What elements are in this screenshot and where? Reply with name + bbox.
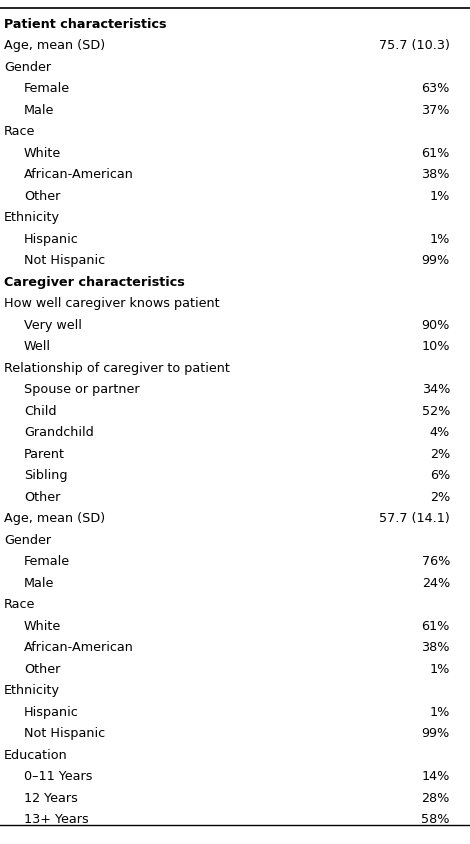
Text: 58%: 58% xyxy=(422,813,450,826)
Text: 52%: 52% xyxy=(422,404,450,418)
Text: 37%: 37% xyxy=(422,104,450,116)
Text: Female: Female xyxy=(24,82,70,95)
Text: 13+ Years: 13+ Years xyxy=(24,813,89,826)
Text: Race: Race xyxy=(4,598,35,611)
Text: Relationship of caregiver to patient: Relationship of caregiver to patient xyxy=(4,361,230,375)
Text: Parent: Parent xyxy=(24,447,65,461)
Text: Gender: Gender xyxy=(4,533,51,547)
Text: 4%: 4% xyxy=(430,426,450,439)
Text: Hispanic: Hispanic xyxy=(24,706,79,718)
Text: 2%: 2% xyxy=(430,490,450,504)
Text: Grandchild: Grandchild xyxy=(24,426,94,439)
Text: 1%: 1% xyxy=(430,190,450,203)
Text: 38%: 38% xyxy=(422,168,450,181)
Text: 90%: 90% xyxy=(422,319,450,332)
Text: 61%: 61% xyxy=(422,619,450,633)
Text: 12 Years: 12 Years xyxy=(24,792,78,804)
Text: Not Hispanic: Not Hispanic xyxy=(24,254,105,267)
Text: 99%: 99% xyxy=(422,728,450,740)
Text: Spouse or partner: Spouse or partner xyxy=(24,383,140,396)
Text: 1%: 1% xyxy=(430,663,450,676)
Text: 6%: 6% xyxy=(430,469,450,482)
Text: 1%: 1% xyxy=(430,233,450,246)
Text: How well caregiver knows patient: How well caregiver knows patient xyxy=(4,297,219,310)
Text: 34%: 34% xyxy=(422,383,450,396)
Text: Patient characteristics: Patient characteristics xyxy=(4,18,166,30)
Text: Age, mean (SD): Age, mean (SD) xyxy=(4,39,105,52)
Text: 75.7 (10.3): 75.7 (10.3) xyxy=(379,39,450,52)
Text: Other: Other xyxy=(24,190,60,203)
Text: African-American: African-American xyxy=(24,168,134,181)
Text: Well: Well xyxy=(24,340,51,353)
Text: Ethnicity: Ethnicity xyxy=(4,211,60,225)
Text: Female: Female xyxy=(24,555,70,568)
Text: Ethnicity: Ethnicity xyxy=(4,684,60,697)
Text: Caregiver characteristics: Caregiver characteristics xyxy=(4,276,185,289)
Text: Not Hispanic: Not Hispanic xyxy=(24,728,105,740)
Text: Male: Male xyxy=(24,576,55,590)
Text: 14%: 14% xyxy=(422,770,450,783)
Text: 63%: 63% xyxy=(422,82,450,95)
Text: 2%: 2% xyxy=(430,447,450,461)
Text: Age, mean (SD): Age, mean (SD) xyxy=(4,512,105,525)
Text: 61%: 61% xyxy=(422,147,450,160)
Text: Child: Child xyxy=(24,404,56,418)
Text: Sibling: Sibling xyxy=(24,469,68,482)
Text: Other: Other xyxy=(24,663,60,676)
Text: 10%: 10% xyxy=(422,340,450,353)
Text: Male: Male xyxy=(24,104,55,116)
Text: 1%: 1% xyxy=(430,706,450,718)
Text: 38%: 38% xyxy=(422,641,450,654)
Text: 57.7 (14.1): 57.7 (14.1) xyxy=(379,512,450,525)
Text: 28%: 28% xyxy=(422,792,450,804)
Text: 24%: 24% xyxy=(422,576,450,590)
Text: Gender: Gender xyxy=(4,61,51,73)
Text: Other: Other xyxy=(24,490,60,504)
Text: Education: Education xyxy=(4,749,68,761)
Text: Very well: Very well xyxy=(24,319,82,332)
Text: 0–11 Years: 0–11 Years xyxy=(24,770,93,783)
Text: White: White xyxy=(24,619,61,633)
Text: African-American: African-American xyxy=(24,641,134,654)
Text: Hispanic: Hispanic xyxy=(24,233,79,246)
Text: Race: Race xyxy=(4,125,35,138)
Text: 99%: 99% xyxy=(422,254,450,267)
Text: 76%: 76% xyxy=(422,555,450,568)
Text: White: White xyxy=(24,147,61,160)
